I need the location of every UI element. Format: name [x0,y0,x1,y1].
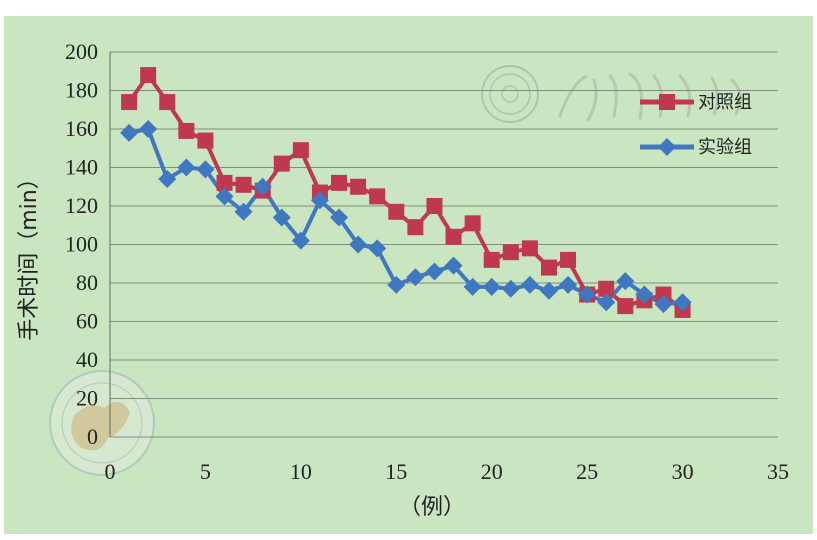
point-control-13 [350,178,367,195]
point-experiment-15 [387,275,406,294]
point-control-17 [426,198,443,214]
point-experiment-21 [501,279,520,298]
series-layer [120,67,692,318]
y-tick-label-40: 40 [76,347,98,372]
point-experiment-13 [349,235,368,254]
point-control-21 [502,244,519,261]
x-tick-label-5: 5 [200,459,211,484]
point-experiment-22 [520,275,539,294]
point-experiment-17 [425,262,444,281]
chart-frame: 0 20 40 60 80 100 120 140 160 180 200 0 5 10 15 20 25 30… [4,16,813,534]
point-experiment-29 [654,295,673,314]
x-tick-label-25: 25 [576,459,598,484]
point-control-29 [655,286,672,303]
x-tick-label-35: 35 [767,459,789,484]
line-chart: 0 20 40 60 80 100 120 140 160 180 200 0 5 10 15 20 25 30… [17,39,790,520]
y-tick-label-0: 0 [87,424,98,449]
grid-lines [110,51,778,438]
y-tick-label-20: 20 [76,386,98,411]
point-control-26 [598,280,615,297]
point-experiment-6 [215,187,234,206]
x-tick-label-0: 0 [105,459,116,484]
legend: 对照组 实验组 [640,92,752,158]
point-control-15 [388,203,405,220]
point-experiment-4 [177,158,196,177]
x-tick-label-10: 10 [290,459,312,484]
point-experiment-19 [463,277,482,296]
point-experiment-9 [272,208,291,227]
y-axis-ticks: 0 20 40 60 80 100 120 140 160 180 200 [65,39,98,449]
point-experiment-25 [578,285,597,304]
point-control-6 [216,174,233,191]
y-tick-label-180: 180 [65,78,98,103]
y-tick-label-120: 120 [65,193,98,218]
point-control-9 [273,155,290,172]
legend-label-control: 对照组 [698,92,752,113]
point-experiment-26 [597,293,616,312]
point-experiment-28 [635,285,654,304]
point-control-14 [369,188,386,205]
point-control-1 [121,94,138,111]
point-experiment-12 [330,208,349,227]
point-control-27 [617,298,634,315]
point-control-10 [292,142,309,159]
x-axis-ticks: 0 5 10 15 20 25 30 35 [105,459,790,484]
point-control-12 [331,174,348,191]
point-experiment-1 [120,123,139,142]
x-tick-label-15: 15 [385,459,407,484]
point-control-2 [140,67,157,84]
point-experiment-20 [482,277,501,296]
legend-label-experiment: 实验组 [698,137,752,158]
legend-marker-control [659,94,675,110]
point-control-20 [483,251,500,268]
y-tick-label-80: 80 [76,270,98,295]
point-control-4 [178,122,195,139]
point-control-7 [235,176,252,193]
watermark-seal-bottom [49,370,155,476]
point-control-24 [560,251,577,268]
series-line-control [127,73,684,312]
y-tick-label-200: 200 [65,39,98,64]
point-experiment-7 [234,202,253,221]
point-control-3 [159,94,176,111]
point-experiment-14 [368,239,387,258]
point-experiment-23 [539,281,558,300]
point-experiment-18 [444,256,463,275]
point-control-19 [464,215,481,232]
y-tick-label-160: 160 [65,116,98,141]
x-tick-label-20: 20 [481,459,503,484]
point-experiment-27 [616,272,635,291]
point-experiment-2 [139,120,158,138]
point-experiment-24 [559,275,578,294]
x-axis-title: （例） [399,495,465,520]
point-experiment-10 [291,231,310,250]
legend-marker-experiment [658,138,676,156]
point-experiment-3 [158,170,177,189]
point-control-22 [521,240,538,257]
point-experiment-11 [310,191,329,210]
y-tick-label-140: 140 [65,155,98,180]
point-control-16 [407,219,424,236]
point-control-5 [197,132,214,149]
y-tick-label-100: 100 [65,232,98,257]
x-tick-label-30: 30 [672,459,694,484]
point-control-23 [540,259,557,276]
point-experiment-16 [406,268,425,287]
y-axis-title: 手术时间（min） [17,167,42,341]
point-experiment-5 [196,160,215,179]
y-tick-label-60: 60 [76,309,98,334]
point-experiment-30 [673,293,692,312]
point-control-18 [445,228,462,245]
